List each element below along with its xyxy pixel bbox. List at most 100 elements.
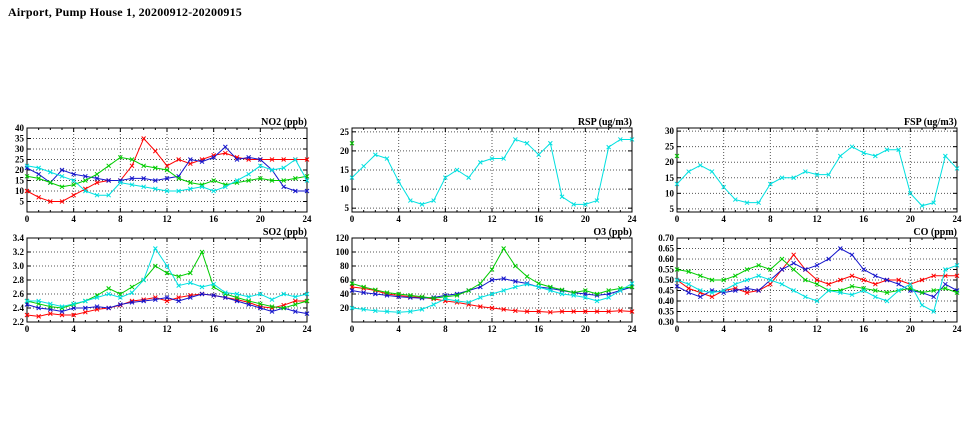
marker-cyan — [756, 273, 762, 279]
marker-cyan — [767, 181, 773, 187]
marker-cyan — [931, 200, 937, 206]
marker-blue — [292, 188, 298, 194]
marker-blue — [176, 298, 182, 304]
series-line-green — [351, 247, 633, 299]
marker-green — [141, 163, 147, 169]
svg-text:20: 20 — [665, 157, 675, 167]
marker-cyan — [164, 263, 170, 269]
marker-blue — [826, 256, 832, 262]
marker-cyan — [372, 152, 378, 158]
marker-red — [164, 298, 170, 304]
marker-cyan — [281, 291, 287, 297]
marker-blue — [732, 288, 738, 293]
marker-cyan — [697, 162, 703, 168]
marker-red — [501, 307, 507, 312]
marker-blue — [257, 305, 263, 311]
marker-green — [686, 269, 692, 274]
svg-text:0.70: 0.70 — [658, 233, 674, 243]
marker-green — [767, 267, 773, 272]
chart-title: O3 (ppb) — [593, 227, 632, 238]
marker-blue — [686, 290, 692, 295]
marker-red — [629, 309, 635, 314]
marker-green — [372, 287, 378, 293]
marker-cyan — [304, 178, 310, 183]
marker-blue — [94, 304, 100, 309]
marker-cyan — [686, 169, 692, 174]
marker-green — [629, 284, 635, 290]
marker-cyan — [454, 167, 460, 173]
marker-red — [59, 312, 65, 318]
svg-text:10: 10 — [665, 188, 675, 198]
marker-blue — [36, 171, 42, 177]
svg-text:15: 15 — [665, 173, 675, 183]
svg-text:4: 4 — [721, 324, 726, 334]
marker-cyan — [779, 175, 785, 181]
marker-cyan — [257, 163, 263, 169]
svg-text:16: 16 — [859, 324, 869, 334]
marker-blue — [141, 176, 147, 181]
svg-text:12: 12 — [163, 324, 173, 334]
marker-cyan — [466, 175, 472, 180]
marker-green — [106, 286, 112, 291]
marker-cyan — [721, 288, 727, 293]
marker-blue — [94, 176, 100, 181]
svg-text:60: 60 — [340, 275, 350, 285]
svg-text:120: 120 — [336, 233, 350, 243]
marker-green — [152, 263, 158, 269]
marker-red — [571, 309, 577, 314]
marker-cyan — [536, 284, 542, 290]
marker-blue — [372, 291, 378, 297]
marker-blue — [606, 291, 612, 297]
marker-cyan — [907, 190, 913, 196]
marker-red — [152, 148, 158, 154]
svg-text:0.30: 0.30 — [658, 317, 674, 327]
marker-green — [674, 153, 680, 159]
marker-blue — [814, 262, 820, 268]
svg-text:16: 16 — [859, 214, 869, 224]
marker-green — [47, 180, 53, 185]
marker-cyan — [304, 291, 310, 297]
chart-fsp: 5 10 15 20 25 30 0 4 8 12 16 20 24 FSP (ug/m3) — [650, 116, 975, 226]
marker-blue — [82, 173, 88, 179]
marker-red — [954, 273, 960, 279]
marker-cyan — [524, 281, 530, 287]
marker-green — [431, 295, 437, 301]
marker-red — [872, 281, 878, 287]
marker-red — [559, 309, 565, 314]
marker-cyan — [94, 295, 100, 300]
marker-cyan — [512, 284, 518, 290]
chart-title: NO2 (ppb) — [261, 117, 307, 128]
marker-red — [281, 157, 287, 162]
chart-svg: 0.300.350.400.450.500.550.600.650.70 0 4 8 1… — [658, 227, 962, 334]
svg-text:0: 0 — [350, 324, 355, 334]
marker-cyan — [152, 246, 158, 251]
marker-cyan — [512, 137, 518, 142]
marker-green — [59, 184, 65, 190]
marker-cyan — [837, 290, 843, 295]
svg-text:20: 20 — [906, 214, 916, 224]
marker-cyan — [361, 307, 367, 312]
svg-text:10: 10 — [340, 184, 350, 194]
marker-red — [849, 273, 855, 279]
svg-text:24: 24 — [303, 214, 313, 224]
marker-cyan — [884, 298, 890, 304]
marker-cyan — [36, 165, 42, 171]
marker-green — [466, 288, 472, 293]
marker-red — [536, 309, 542, 314]
marker-cyan — [814, 298, 820, 304]
chart-rsp: 5 10 15 20 25 0 4 8 12 16 20 24 RSP (ug/m3) — [325, 116, 650, 226]
marker-red — [269, 157, 275, 162]
marker-cyan — [791, 175, 797, 181]
marker-green — [384, 290, 390, 295]
marker-cyan — [594, 298, 600, 304]
marker-cyan — [802, 169, 808, 174]
svg-text:0: 0 — [25, 214, 30, 224]
marker-blue — [872, 273, 878, 279]
marker-cyan — [106, 192, 112, 198]
marker-red — [164, 163, 170, 169]
marker-green — [176, 274, 182, 279]
svg-text:16: 16 — [209, 214, 219, 224]
marker-cyan — [767, 277, 773, 283]
svg-text:12: 12 — [813, 214, 823, 224]
marker-green — [349, 281, 355, 286]
